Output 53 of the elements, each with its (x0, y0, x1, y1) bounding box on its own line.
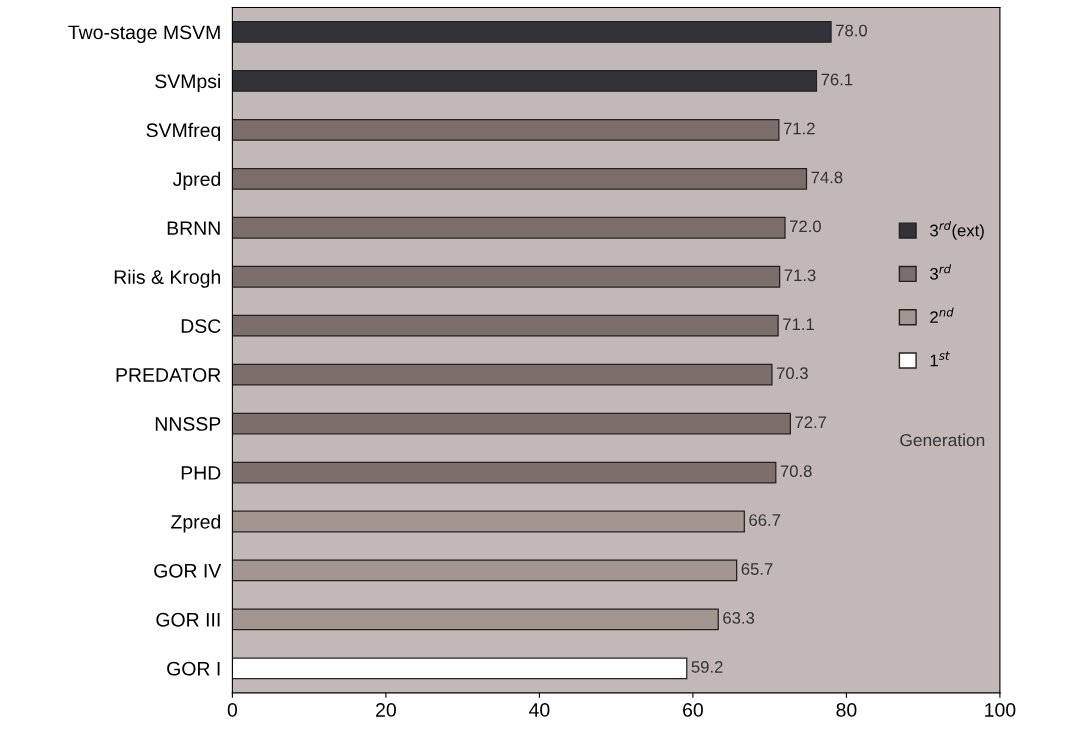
legend-label: 3$^{rd}$(ext) (930, 220, 984, 240)
bar (232, 265, 781, 288)
y-tick-label: DSC (181, 319, 221, 333)
legend-label: 2$^{nd}$ (930, 307, 954, 323)
y-tick-label: Two-stage MSVM (68, 25, 220, 44)
y-tick-label: PREDATOR (116, 368, 221, 382)
bar (232, 314, 779, 337)
bar (232, 216, 786, 239)
data-label: 74.8 (811, 171, 843, 184)
data-label: 71.1 (783, 318, 814, 330)
x-tick-label: 20 (376, 703, 396, 717)
data-label: 66.7 (749, 514, 781, 526)
legend-title: Generation (900, 433, 985, 447)
bar (232, 118, 780, 141)
data-label: 78.0 (836, 24, 868, 37)
data-label: 71.3 (784, 269, 816, 282)
x-tick-label: 100 (985, 703, 1016, 717)
y-tick-label: Jpred (172, 171, 221, 190)
y-tick-label: SVMpsi (155, 73, 220, 92)
bar (232, 167, 808, 190)
y-tick-label: GOR III (156, 612, 220, 627)
data-label: 76.1 (821, 73, 853, 86)
x-tick-label: 80 (836, 703, 857, 717)
data-label: 70.8 (780, 465, 812, 478)
bar (232, 363, 773, 386)
bar (232, 608, 719, 631)
bar (232, 461, 777, 484)
x-tick-label: 40 (529, 703, 550, 717)
data-label: 71.2 (783, 122, 815, 135)
data-label: 70.3 (776, 367, 808, 380)
x-tick-label: 0 (227, 703, 238, 717)
x-tick-label: 60 (683, 703, 703, 717)
legend-label: 1$^{st}$ (930, 351, 950, 367)
y-tick-label: BRNN (167, 221, 220, 235)
data-label: 72.0 (790, 220, 821, 233)
y-tick-label: GOR IV (154, 563, 222, 578)
data-label: 65.7 (741, 563, 773, 575)
bar (232, 559, 738, 582)
data-label: 63.3 (723, 612, 755, 624)
legend-label: 3$^{rd}$ (930, 264, 952, 280)
y-tick-label: GOR I (167, 661, 220, 676)
data-label: 59.2 (691, 661, 723, 673)
bar (232, 21, 832, 43)
y-tick-label: PHD (181, 466, 221, 480)
bar (232, 412, 792, 435)
y-tick-label: Riis & Krogh (114, 269, 221, 288)
bar (232, 510, 745, 533)
y-tick-label: NNSSP (155, 417, 221, 431)
data-label: 72.7 (795, 416, 827, 428)
bar (232, 70, 818, 92)
bar (232, 657, 688, 680)
y-tick-label: SVMfreq (146, 122, 221, 141)
y-tick-label: Zpred (171, 514, 221, 533)
